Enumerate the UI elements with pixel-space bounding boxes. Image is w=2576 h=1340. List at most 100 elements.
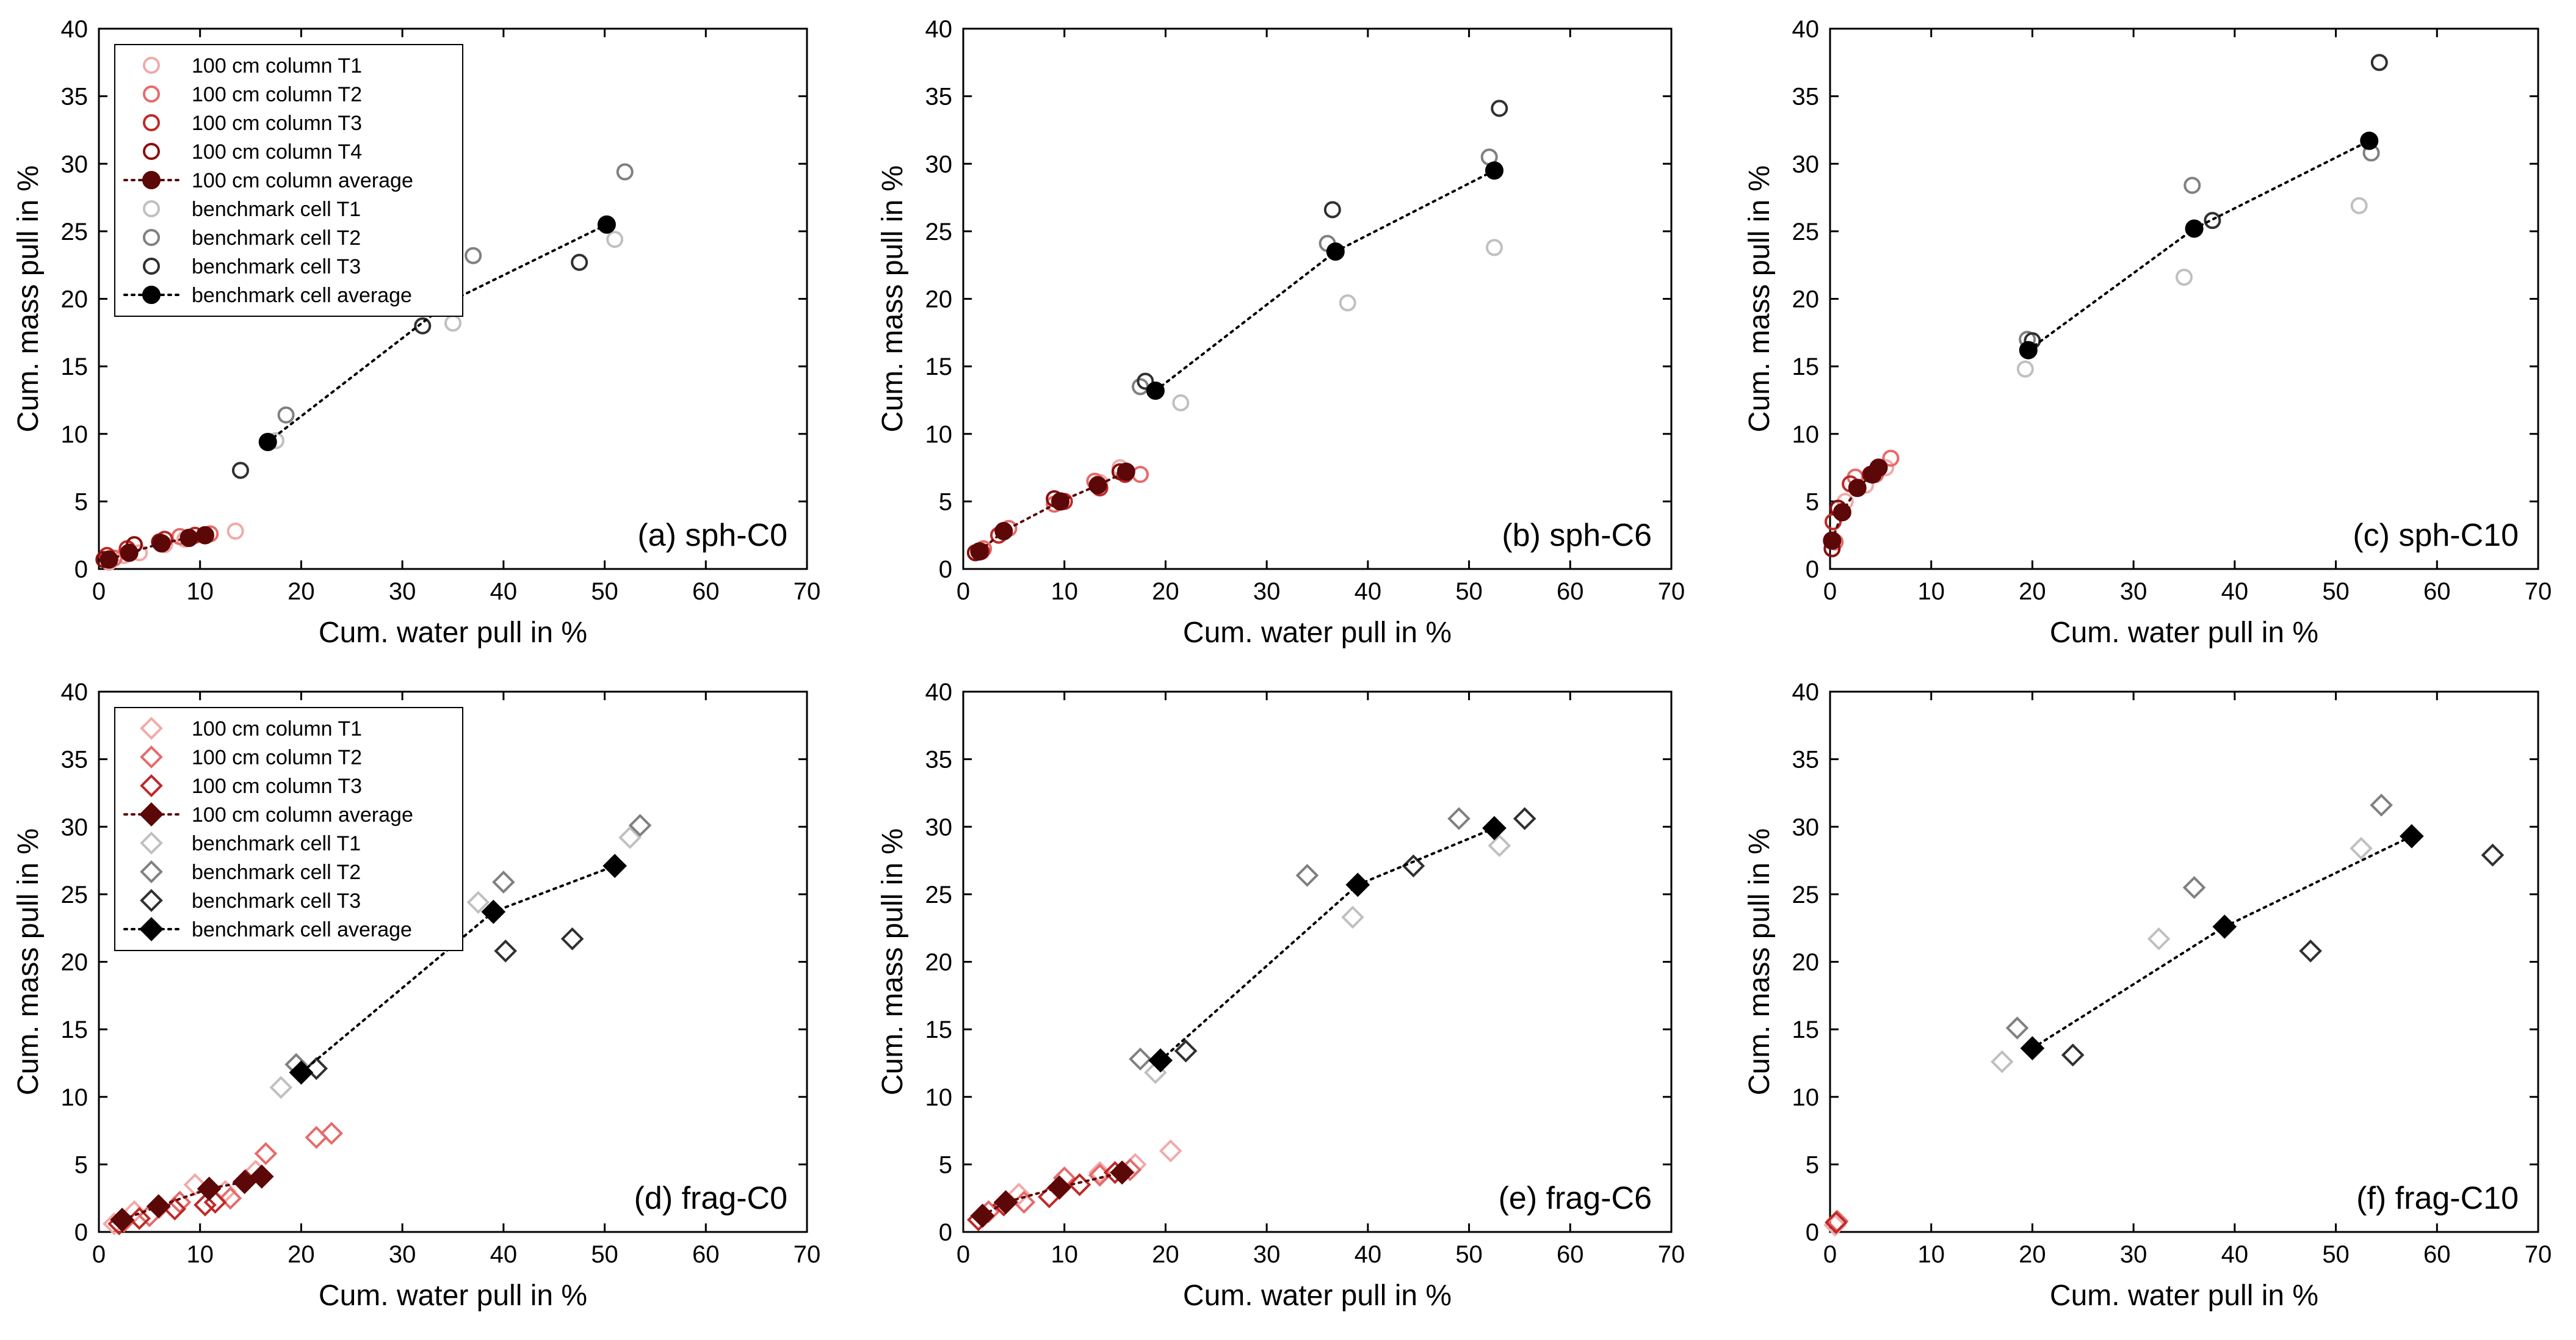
plot-frame: [1829, 27, 2539, 570]
data-point: [1848, 479, 1867, 498]
legend-label: benchmark cell T3: [192, 255, 361, 278]
x-axis-title: Cum. water pull in %: [1183, 1280, 1452, 1312]
x-tick-label: 30: [389, 1241, 416, 1268]
y-tick-label: 15: [1792, 353, 1820, 380]
trend-line: [981, 1171, 1124, 1217]
data-point: [2061, 1043, 2085, 1067]
y-tick-label: 10: [61, 1084, 89, 1111]
y-tick-label: 30: [1792, 814, 1820, 841]
chart-panel-6: 0 10 20 30 40 50 60 70 0 5 10 15 20 25 30 35 40 Cum. wate…: [1743, 679, 2552, 1312]
y-tick-label: 5: [939, 1151, 952, 1178]
y-tick-label: 5: [1806, 1151, 1819, 1178]
data-point: [994, 522, 1013, 541]
x-axis-title: Cum. water pull in %: [2050, 617, 2318, 649]
x-tick-label: 30: [389, 578, 416, 605]
trend-line: [1154, 169, 1496, 392]
y-tick-label: 15: [1792, 1016, 1820, 1043]
data-point: [2350, 197, 2368, 214]
legend-label: 100 cm column average: [192, 169, 413, 192]
data-point: [993, 1190, 1018, 1215]
y-tick-label: 0: [939, 556, 952, 583]
y-tick-label: 15: [61, 353, 89, 380]
legend-marker: [143, 200, 160, 217]
y-tick-label: 20: [61, 949, 89, 976]
legend-marker: [143, 143, 160, 160]
legend-box: [114, 44, 463, 317]
data-point: [970, 1203, 995, 1228]
data-point: [1345, 872, 1370, 897]
legend-marker: [140, 831, 163, 855]
y-tick-label: 40: [925, 16, 953, 43]
legend-box: [114, 707, 463, 951]
data-point: [492, 871, 515, 894]
x-tick-label: 30: [2120, 1241, 2147, 1268]
y-tick-label: 25: [61, 882, 89, 908]
y-tick-label: 5: [1806, 488, 1819, 515]
panel-label: (b) sph-C6: [1502, 518, 1652, 553]
data-point: [226, 523, 244, 540]
legend-marker: [142, 171, 161, 189]
data-point: [616, 163, 634, 181]
y-tick-label: 40: [1792, 16, 1820, 43]
data-point: [1172, 394, 1190, 411]
y-tick-label: 25: [61, 219, 89, 245]
chart-panel-2: 0 10 20 30 40 50 60 70 0 5 10 15 20 25 30 35 40 Cum. wate…: [877, 16, 1685, 649]
data-point: [232, 462, 249, 479]
legend-label: benchmark cell T1: [192, 198, 361, 221]
data-point: [197, 1176, 222, 1201]
y-tick-label: 15: [925, 1016, 953, 1043]
data-point: [1990, 1050, 2014, 1074]
data-point: [1088, 1161, 1112, 1184]
y-axis-title: Cum. mass pull in %: [1743, 828, 1776, 1095]
y-tick-label: 0: [939, 1219, 952, 1246]
legend-marker: [143, 229, 160, 246]
legend-marker: [140, 745, 163, 769]
x-tick-label: 50: [1455, 1241, 1483, 1268]
data-point: [1323, 201, 1341, 219]
data-point: [1485, 161, 1503, 180]
data-point: [128, 1207, 151, 1230]
x-tick-label: 50: [591, 578, 618, 605]
legend-label: benchmark cell T2: [192, 226, 361, 250]
data-point: [183, 1173, 207, 1197]
y-axis-title: Cum. mass pull in %: [877, 165, 909, 432]
x-tick-label: 60: [692, 578, 720, 605]
data-series-group: [966, 100, 1508, 562]
panel-label: (f) frag-C10: [2356, 1181, 2519, 1216]
data-point: [1051, 492, 1070, 511]
legend-marker: [139, 917, 164, 941]
x-tick-label: 50: [591, 1241, 618, 1268]
y-tick-label: 35: [925, 747, 953, 773]
legend-marker: [140, 717, 163, 740]
data-point: [232, 1170, 257, 1194]
x-tick-label: 30: [1253, 1241, 1281, 1268]
legend-marker: [140, 889, 163, 912]
y-tick-label: 0: [74, 556, 88, 583]
legend-label: 100 cm column average: [192, 803, 413, 827]
y-tick-label: 25: [925, 219, 953, 245]
data-point: [481, 899, 506, 924]
data-point: [1482, 816, 1507, 841]
data-point: [2350, 836, 2373, 860]
data-point: [606, 231, 624, 248]
x-axis-title: Cum. water pull in %: [1183, 617, 1452, 649]
legend-marker: [140, 774, 163, 797]
data-point: [1137, 372, 1154, 390]
data-point: [146, 1194, 171, 1219]
x-tick-label: 20: [2019, 1241, 2046, 1268]
x-tick-label: 40: [490, 578, 518, 605]
x-tick-label: 20: [1152, 578, 1179, 605]
y-axis-title: Cum. mass pull in %: [1743, 165, 1776, 432]
x-tick-label: 70: [2525, 1241, 2552, 1268]
x-tick-label: 0: [92, 1241, 106, 1268]
data-point: [1148, 1048, 1173, 1073]
panel-label: (a) sph-C0: [637, 518, 787, 553]
x-tick-label: 0: [957, 1241, 970, 1268]
legend-label: benchmark cell T1: [192, 832, 361, 855]
data-point: [1146, 381, 1165, 400]
y-tick-label: 10: [1792, 1084, 1820, 1111]
x-tick-label: 0: [1823, 578, 1837, 605]
y-tick-label: 10: [61, 421, 89, 448]
data-point: [1402, 854, 1425, 878]
data-series-group: [1823, 794, 2505, 1237]
